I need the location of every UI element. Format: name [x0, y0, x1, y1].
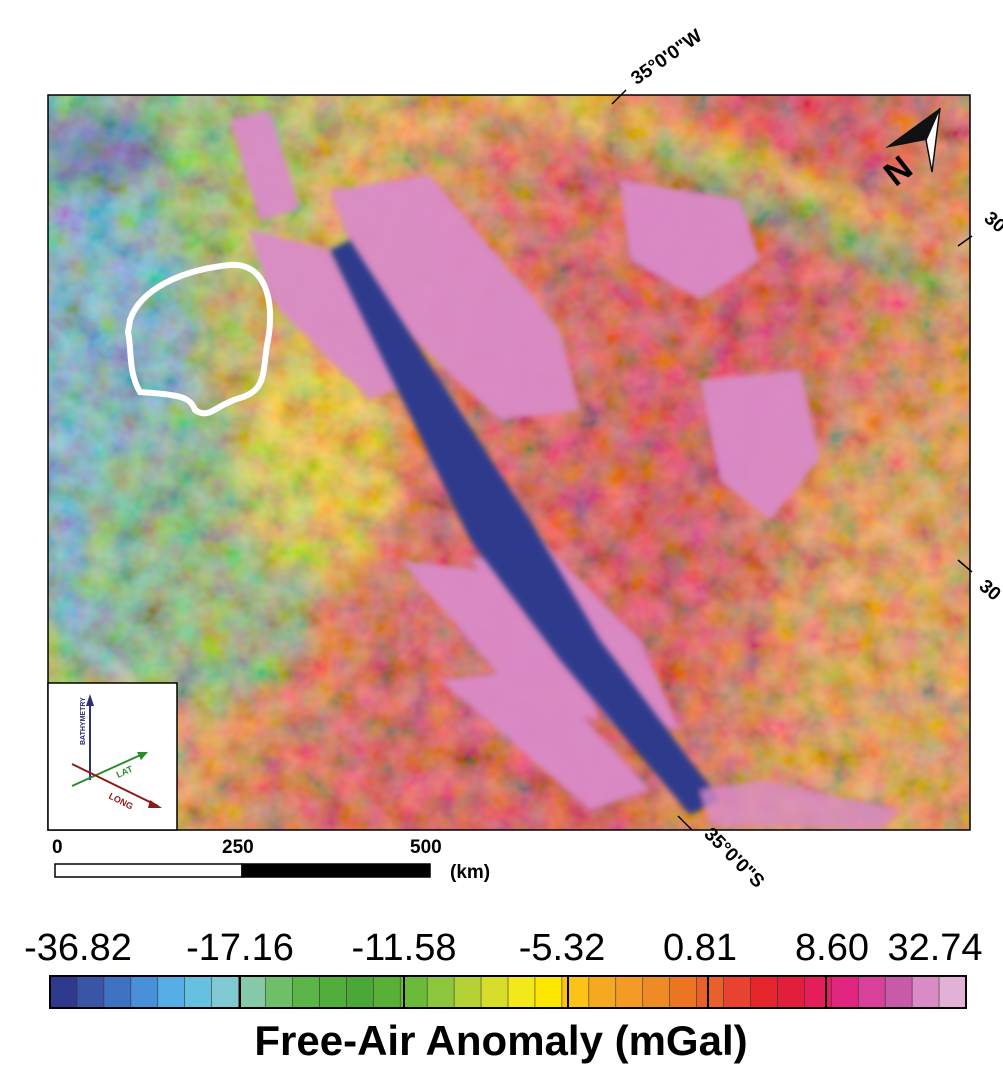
colorbar-cell — [912, 976, 939, 1008]
inset-label: BATHYMETRY — [80, 697, 87, 745]
colorbar-cell — [643, 976, 670, 1008]
colorbar-cell — [939, 976, 966, 1008]
colorbar-tick-label: -36.82 — [24, 927, 132, 969]
colorbar-cell — [158, 976, 185, 1008]
colorbar-cell — [750, 976, 777, 1008]
longitude-label: 35°0'0"W — [628, 26, 707, 90]
colorbar-cell — [858, 976, 885, 1008]
colorbar-cell — [427, 976, 454, 1008]
scale-label: 250 — [222, 837, 254, 858]
colorbar-tick-label: 8.60 — [795, 927, 869, 969]
scale-unit: (km) — [450, 862, 490, 883]
colorbar-cell — [373, 976, 400, 1008]
colorbar-cell — [50, 976, 77, 1008]
colorbar-cell — [724, 976, 751, 1008]
colorbar-title: Free-Air Anomaly (mGal) — [254, 1017, 747, 1064]
colorbar-cell — [104, 976, 131, 1008]
axes-inset: BATHYMETRY LAT LONG — [48, 683, 177, 830]
figure: 35°0'0"W 30 30 35°0'0"S N BATHYMETRY LAT… — [0, 0, 1003, 1068]
colorbar-cell — [131, 976, 158, 1008]
colorbar-tick-label: -5.32 — [519, 927, 606, 969]
colorbar: -36.82 -17.16 -11.58 -5.32 0.81 8.60 32.74 — [24, 927, 982, 1008]
latitude-label: 30 — [975, 576, 1003, 606]
colorbar-cell — [697, 976, 724, 1008]
latitude-label: 30 — [980, 208, 1003, 238]
colorbar-cell — [589, 976, 616, 1008]
colorbar-cell — [77, 976, 104, 1008]
colorbar-cell — [454, 976, 481, 1008]
scale-label: 0 — [52, 837, 63, 858]
colorbar-cell — [804, 976, 831, 1008]
colorbar-cell — [481, 976, 508, 1008]
colorbar-cell — [319, 976, 346, 1008]
scale-label: 500 — [410, 837, 442, 858]
colorbar-cell — [508, 976, 535, 1008]
colorbar-cell — [239, 976, 266, 1008]
colorbar-tick-label: -17.16 — [186, 927, 294, 969]
colorbar-cell — [885, 976, 912, 1008]
colorbar-cell — [292, 976, 319, 1008]
colorbar-cell — [212, 976, 239, 1008]
colorbar-cell — [346, 976, 373, 1008]
colorbar-tick-label: -11.58 — [352, 927, 457, 969]
scale-bar: 0 250 500 (km) — [52, 837, 490, 883]
colorbar-tick-label: 32.74 — [887, 927, 982, 969]
latitude-label: 35°0'0"S — [700, 824, 769, 893]
colorbar-cell — [777, 976, 804, 1008]
colorbar-tick-label: 0.81 — [663, 927, 737, 969]
colorbar-cell — [185, 976, 212, 1008]
colorbar-cell — [670, 976, 697, 1008]
colorbar-cell — [266, 976, 293, 1008]
colorbar-cell — [562, 976, 589, 1008]
colorbar-cell — [831, 976, 858, 1008]
colorbar-cell — [535, 976, 562, 1008]
colorbar-cell — [616, 976, 643, 1008]
